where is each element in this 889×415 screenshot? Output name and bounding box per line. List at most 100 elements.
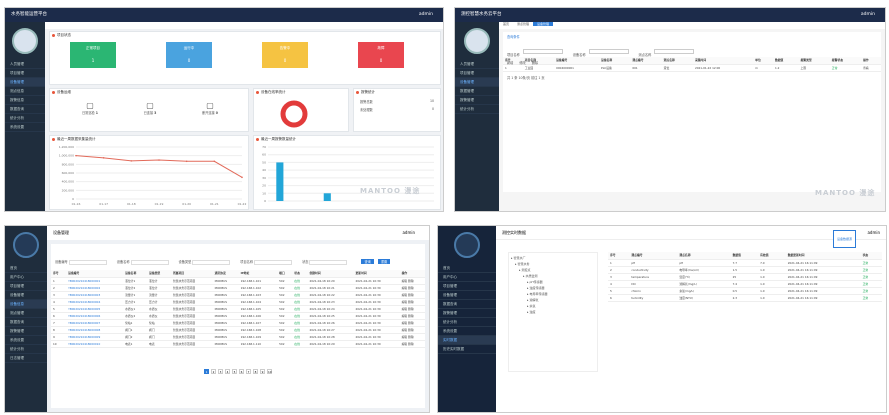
sidebar-item[interactable]: 实时数据 [438, 336, 496, 345]
sidebar-item[interactable]: 统计分析 [455, 105, 499, 114]
table-cell[interactable]: YB0020210418000005 [66, 305, 124, 313]
sidebar-item[interactable]: 测点管理 [5, 309, 47, 318]
sidebar-item[interactable]: 项目管理 [438, 282, 496, 291]
tab[interactable]: 测点管理 [517, 22, 530, 26]
filter-button[interactable]: 查询 [361, 259, 374, 264]
filter-input[interactable] [130, 259, 169, 265]
sidebar-item[interactable]: 报警管理 [438, 309, 496, 318]
sidebar-item[interactable]: 历史实时数据 [438, 345, 496, 354]
page-button[interactable]: 10 [267, 368, 272, 374]
sidebar-item[interactable]: 设备管理 [5, 291, 47, 300]
sidebar-item[interactable]: 系统设置 [5, 336, 47, 345]
sidebar-item[interactable]: 设备管理 [5, 78, 45, 87]
sidebar-item[interactable]: 统计分析 [5, 114, 45, 123]
pagination[interactable]: 共 1 条 10条/页 前往 1 页 [507, 75, 545, 80]
table-cell[interactable]: 正常 [860, 259, 882, 267]
page-button[interactable]: 2 [211, 368, 216, 374]
user-name[interactable]: admin [402, 230, 415, 235]
filter-button[interactable]: 重置 [377, 259, 391, 264]
table-cell[interactable]: 编辑 删除 [399, 312, 425, 320]
sidebar-item[interactable]: 报警管理 [455, 96, 499, 105]
user-name[interactable]: admin [860, 12, 875, 17]
tree-node[interactable]: ▸ 水质监测 [523, 274, 538, 278]
filter-input[interactable] [522, 49, 563, 54]
sidebar-item[interactable]: 数据查询 [438, 300, 496, 309]
sidebar-item[interactable]: 统计分析 [5, 345, 47, 354]
sidebar-item[interactable]: 项目管理 [5, 282, 47, 291]
sidebar-item[interactable]: 报警管理 [5, 327, 47, 336]
sidebar-item[interactable]: 项目管理 [5, 69, 45, 78]
status-tile[interactable]: 运行中 0 [166, 42, 212, 68]
filter-input[interactable] [192, 259, 231, 265]
sidebar-item[interactable]: 用户中心 [438, 273, 496, 282]
tree-node[interactable]: ▸ 余氯 [527, 304, 536, 308]
sidebar-item[interactable]: 人员管理 [455, 60, 499, 69]
page-button[interactable]: 6 [239, 368, 244, 374]
toolbar-button[interactable]: 删除 [531, 61, 539, 65]
filter-input[interactable] [309, 259, 348, 265]
tree-node[interactable]: ▸ 测控点 [519, 268, 531, 272]
filter-input[interactable] [68, 259, 107, 265]
sidebar-item[interactable]: 报警信息 [5, 96, 45, 105]
table-cell[interactable]: 编辑 删除 [399, 340, 425, 348]
page-button[interactable]: 5 [232, 368, 237, 374]
table-cell[interactable]: YB0020210418000008 [66, 326, 124, 334]
table-cell[interactable]: YB0020210418000002 [66, 284, 124, 292]
tree-node[interactable]: ▸ 智慧水务 [515, 262, 530, 266]
table-cell[interactable]: 正常 [860, 294, 882, 302]
sidebar-item[interactable]: 设备管理 [455, 78, 499, 87]
source-button[interactable]: 设备数据源 [832, 230, 856, 248]
page-button[interactable]: 3 [218, 368, 223, 374]
table-cell[interactable]: YB0020210418000007 [66, 319, 124, 327]
tree-node[interactable]: ▸ 浊度 [527, 310, 536, 314]
user-name[interactable]: admin [418, 12, 433, 17]
table-cell[interactable]: YB0020210418000004 [66, 298, 124, 306]
page-button[interactable]: 7 [246, 368, 251, 374]
table-cell[interactable]: 正常 [860, 280, 882, 288]
tab[interactable]: 设备管理 [533, 22, 554, 26]
page-button[interactable]: 4 [225, 368, 230, 374]
sidebar-item[interactable]: 用户中心 [5, 273, 47, 282]
sidebar-item[interactable]: 数据查询 [5, 318, 47, 327]
table-cell[interactable]: YB0020210418000003 [66, 291, 124, 299]
filter-input[interactable] [654, 49, 695, 54]
table-cell[interactable]: YB0020210418000010 [66, 340, 124, 348]
user-name[interactable]: admin [867, 230, 880, 235]
table-cell[interactable]: 编辑 删除 [399, 305, 425, 313]
table-cell[interactable]: YB0020210418000006 [66, 312, 124, 320]
table-cell[interactable]: 编辑 删除 [399, 319, 425, 327]
toolbar-button[interactable]: 修改 [519, 61, 526, 65]
status-tile[interactable]: 正常项目 1 [70, 42, 116, 68]
sidebar-item[interactable]: 系统设置 [5, 123, 45, 132]
table-cell[interactable]: 编辑 删除 [399, 298, 425, 306]
table-cell[interactable]: 编辑 删除 [399, 284, 425, 292]
page-button[interactable]: 9 [260, 368, 265, 374]
sidebar-item[interactable]: 设备信息 [5, 300, 47, 309]
tree-node[interactable]: ▸ 电导率传感器 [527, 292, 548, 296]
table-cell[interactable]: YB0020210418000001 [66, 277, 124, 285]
tab[interactable]: 首页 [503, 22, 510, 26]
table-cell[interactable]: 编辑 删除 [399, 326, 425, 334]
sidebar-item[interactable]: 统计分析 [438, 318, 496, 327]
sidebar-item[interactable]: 系统设置 [438, 327, 496, 336]
tree-node[interactable]: ▸ 浊度传感器 [527, 286, 545, 290]
sidebar-item[interactable]: 首页 [438, 264, 496, 273]
filter-input[interactable] [588, 49, 629, 54]
status-tile[interactable]: 告警中 0 [262, 42, 308, 68]
table-cell[interactable]: 编辑 删除 [399, 277, 425, 285]
sidebar-item[interactable]: 首页 [5, 264, 47, 273]
filter-input[interactable] [254, 259, 293, 265]
tree-node[interactable]: ▸ pH传感器 [527, 280, 543, 284]
tree-node[interactable]: ▸ 溶解氧 [527, 298, 539, 302]
sidebar-item[interactable]: 项目管理 [455, 69, 499, 78]
page-button[interactable]: 1 [204, 368, 209, 374]
page-button[interactable]: 8 [253, 368, 258, 374]
table-cell[interactable]: 编辑 删除 [399, 333, 425, 341]
table-cell[interactable]: 查看 [861, 64, 881, 72]
sidebar-item[interactable]: 数据管理 [455, 87, 499, 96]
tree-node[interactable]: ▸ 智慧水厂 [511, 256, 526, 260]
sidebar-item[interactable]: 设备管理 [438, 291, 496, 300]
table-cell[interactable]: 正常 [860, 266, 882, 274]
sidebar-item[interactable]: 测点信息 [5, 87, 45, 96]
sidebar-item[interactable]: 人员管理 [5, 60, 45, 69]
